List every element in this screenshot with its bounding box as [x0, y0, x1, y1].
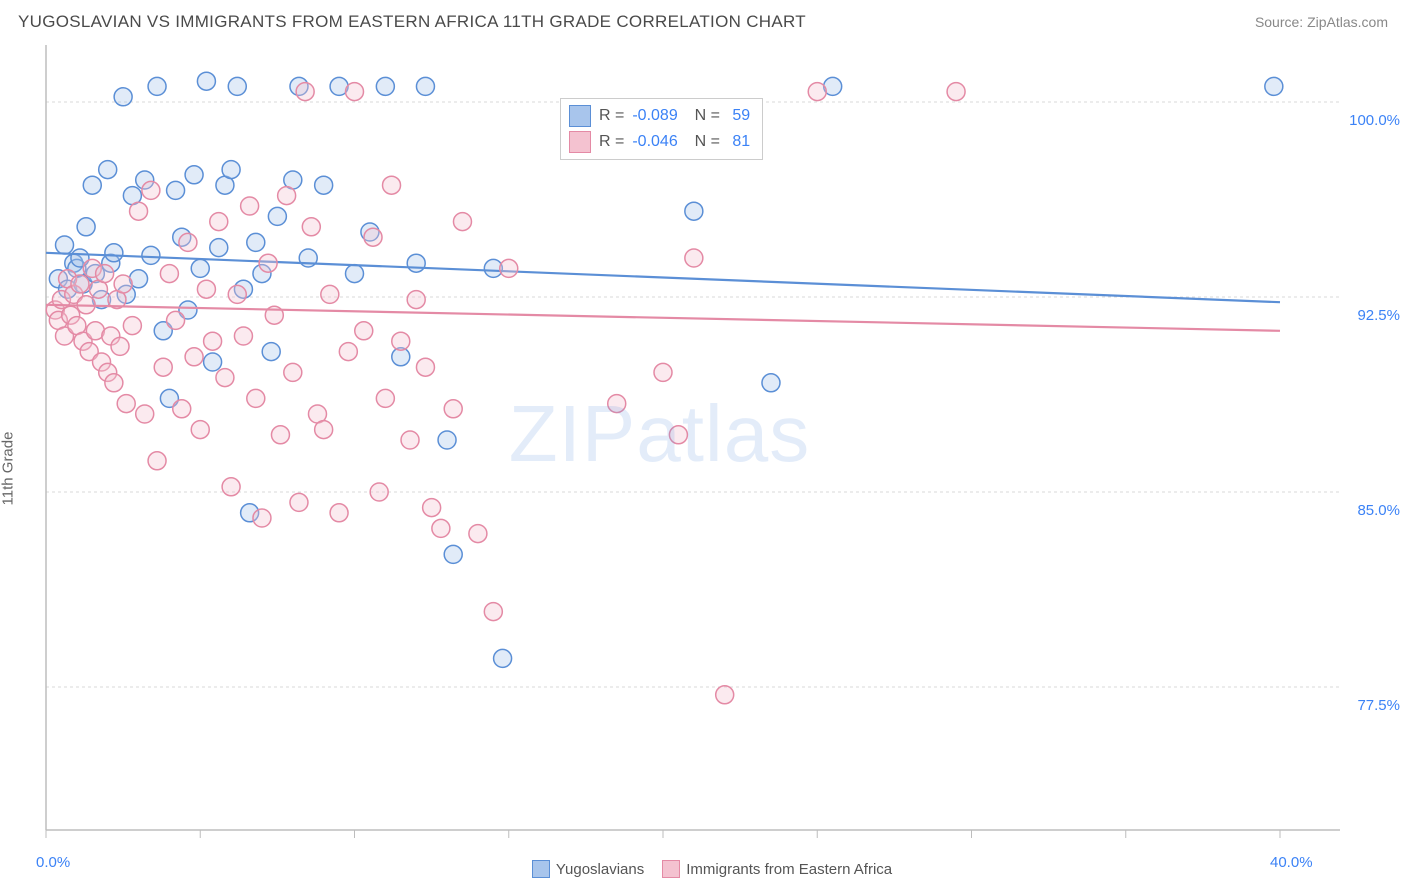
y-axis-label: 11th Grade: [0, 432, 17, 506]
legend-swatch: [532, 860, 550, 878]
stats-row: R = -0.046 N = 81: [569, 129, 750, 155]
legend-label: Yugoslavians: [556, 861, 644, 878]
chart-title: YUGOSLAVIAN VS IMMIGRANTS FROM EASTERN A…: [18, 12, 806, 32]
stats-row: R = -0.089 N = 59: [569, 103, 750, 129]
x-tick-label: 40.0%: [1270, 854, 1313, 871]
legend-swatch: [662, 860, 680, 878]
source-label: Source: ZipAtlas.com: [1255, 14, 1388, 30]
y-tick-label: 100.0%: [1349, 112, 1400, 129]
y-tick-label: 92.5%: [1357, 307, 1400, 324]
series-legend: Yugoslavians Immigrants from Eastern Afri…: [0, 860, 1406, 878]
y-tick-label: 77.5%: [1357, 697, 1400, 714]
chart-area: 11th Grade ZIPatlas R = -0.089 N = 59 R …: [0, 40, 1406, 880]
x-tick-label: 0.0%: [36, 854, 70, 871]
legend-label: Immigrants from Eastern Africa: [686, 861, 892, 878]
y-tick-label: 85.0%: [1357, 502, 1400, 519]
scatter-plot: [0, 40, 1406, 880]
stats-legend-box: R = -0.089 N = 59 R = -0.046 N = 81: [560, 98, 763, 160]
